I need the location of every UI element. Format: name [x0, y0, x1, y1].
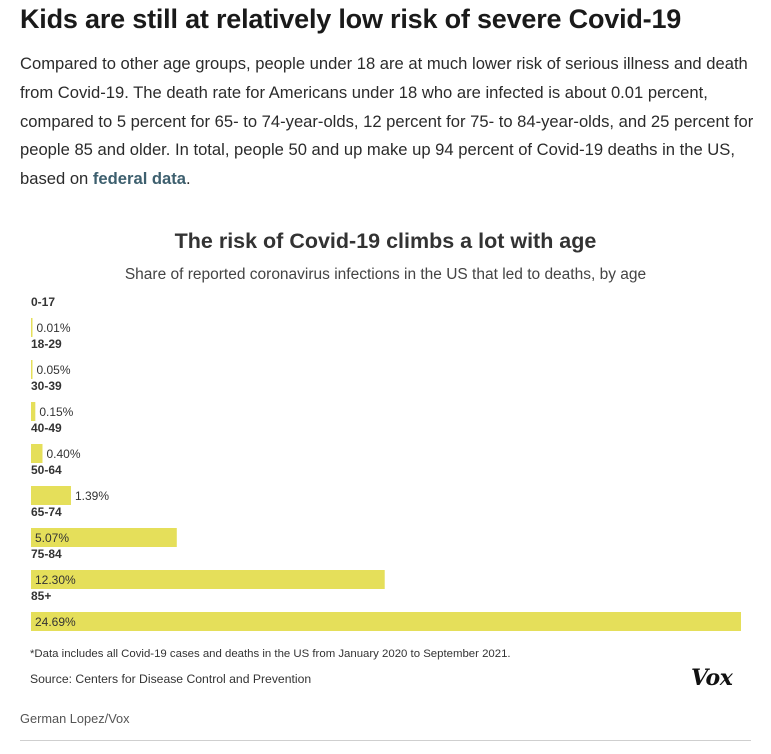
bar: [31, 444, 43, 463]
vox-logo: Vox: [691, 665, 733, 691]
category-label: 30-39: [31, 379, 62, 393]
bar: [31, 360, 33, 379]
bar: [31, 612, 741, 631]
bar: [31, 486, 71, 505]
intro-end: .: [186, 169, 191, 189]
category-label: 0-17: [31, 295, 55, 309]
chart-footnote: *Data includes all Covid-19 cases and de…: [30, 648, 511, 660]
value-label: 5.07%: [35, 531, 69, 545]
category-label: 65-74: [31, 505, 62, 519]
bar: [31, 570, 385, 589]
federal-data-link[interactable]: federal data: [92, 169, 187, 189]
value-label: 0.01%: [37, 321, 71, 335]
category-label: 75-84: [31, 547, 62, 561]
intro-paragraph: Compared to other age groups, people und…: [20, 50, 755, 194]
value-label: 0.15%: [39, 405, 73, 419]
author-credit: German Lopez/Vox: [20, 711, 130, 726]
divider: [20, 740, 751, 741]
bar: [31, 402, 36, 421]
chart-subtitle: Share of reported coronavirus infections…: [124, 266, 647, 283]
intro-text: Compared to other age groups, people und…: [20, 54, 754, 189]
bar: [31, 318, 33, 337]
chart-source: Source: Centers for Disease Control and …: [30, 672, 312, 686]
bar-chart: 0-17 0.01% 18-29 0.05% 30-39 0.15% 40-49 0.40% 5…: [31, 295, 741, 631]
value-label: 0.05%: [37, 363, 71, 377]
category-label: 50-64: [31, 463, 62, 477]
headline: Kids are still at relatively low risk of…: [20, 4, 682, 34]
chart-title: The risk of Covid-19 climbs a lot with a…: [174, 229, 597, 253]
category-label: 18-29: [31, 337, 62, 351]
value-label: 12.30%: [35, 573, 76, 587]
value-label: 0.40%: [47, 447, 81, 461]
bar: [31, 528, 177, 547]
category-label: 85+: [31, 589, 51, 603]
value-label: 1.39%: [75, 489, 109, 503]
category-label: 40-49: [31, 421, 62, 435]
value-label: 24.69%: [35, 615, 76, 629]
